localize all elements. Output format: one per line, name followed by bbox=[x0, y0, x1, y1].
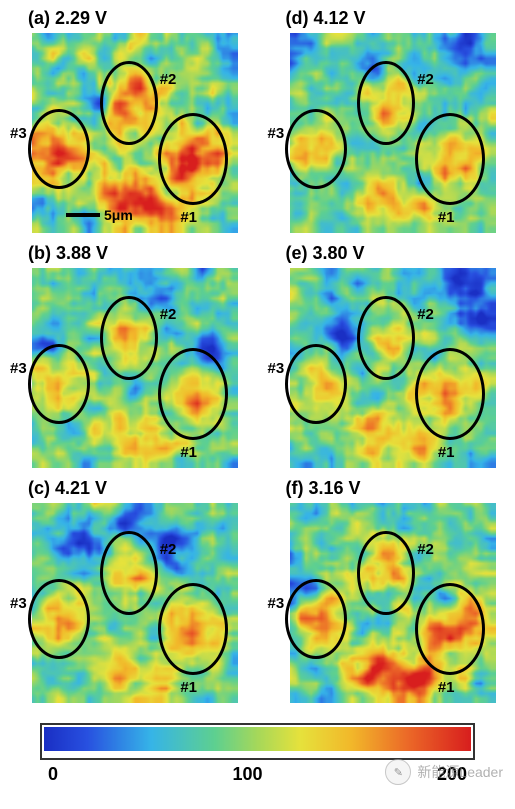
heatmap-wrapper-a: #3 #1#25μm bbox=[10, 33, 238, 233]
roi3-side-label-e: #3 bbox=[268, 360, 285, 377]
roi3-side-label-c: #3 bbox=[10, 595, 27, 612]
heatmap-c: #1#2 bbox=[32, 503, 238, 703]
heatmap-wrapper-d: #3 #1#2 bbox=[268, 33, 496, 233]
heatmap-canvas-e bbox=[290, 268, 496, 468]
roi3-side-label-a: #3 bbox=[10, 125, 27, 142]
panel-title-a: (a) 2.29 V bbox=[10, 8, 248, 29]
watermark: ✎ 新能源Leader bbox=[385, 759, 503, 785]
heatmap-e: #1#2 bbox=[290, 268, 496, 468]
heatmap-d: #1#2 bbox=[290, 33, 496, 233]
heatmap-b: #1#2 bbox=[32, 268, 238, 468]
panel-d: (d) 4.12 V #3 #1#2 bbox=[268, 8, 506, 233]
heatmap-wrapper-b: #3 #1#2 bbox=[10, 268, 238, 468]
panel-f: (f) 3.16 V #3 #1#2 bbox=[268, 478, 506, 703]
roi3-side-label-f: #3 bbox=[268, 595, 285, 612]
colorbar-tick-1: 100 bbox=[232, 764, 262, 785]
heatmap-a: #1#25μm bbox=[32, 33, 238, 233]
watermark-icon: ✎ bbox=[385, 759, 411, 785]
scalebar-text: 5μm bbox=[104, 207, 133, 223]
panel-e: (e) 3.80 V #3 #1#2 bbox=[268, 243, 506, 468]
heatmap-canvas-a bbox=[32, 33, 238, 233]
heatmap-f: #1#2 bbox=[290, 503, 496, 703]
colorbar-tick-0: 0 bbox=[48, 764, 58, 785]
scalebar: 5μm bbox=[66, 207, 133, 223]
heatmap-wrapper-c: #3 #1#2 bbox=[10, 503, 238, 703]
colorbar-frame bbox=[40, 723, 475, 760]
panel-b: (b) 3.88 V #3 #1#2 bbox=[10, 243, 248, 468]
panel-title-f: (f) 3.16 V bbox=[268, 478, 506, 499]
roi3-side-label-b: #3 bbox=[10, 360, 27, 377]
colorbar bbox=[44, 727, 471, 751]
panel-title-c: (c) 4.21 V bbox=[10, 478, 248, 499]
heatmap-canvas-c bbox=[32, 503, 238, 703]
heatmap-wrapper-f: #3 #1#2 bbox=[268, 503, 496, 703]
heatmap-canvas-f bbox=[290, 503, 496, 703]
scalebar-line bbox=[66, 213, 100, 217]
heatmap-canvas-d bbox=[290, 33, 496, 233]
panel-title-d: (d) 4.12 V bbox=[268, 8, 506, 29]
panel-a: (a) 2.29 V #3 #1#25μm bbox=[10, 8, 248, 233]
watermark-text: 新能源Leader bbox=[417, 762, 503, 782]
heatmap-canvas-b bbox=[32, 268, 238, 468]
heatmap-wrapper-e: #3 #1#2 bbox=[268, 268, 496, 468]
panel-title-b: (b) 3.88 V bbox=[10, 243, 248, 264]
panel-c: (c) 4.21 V #3 #1#2 bbox=[10, 478, 248, 703]
panel-title-e: (e) 3.80 V bbox=[268, 243, 506, 264]
panels-grid: (a) 2.29 V#3#1#25μm(d) 4.12 V#3#1#2(b) 3… bbox=[10, 8, 505, 703]
figure-container: (a) 2.29 V#3#1#25μm(d) 4.12 V#3#1#2(b) 3… bbox=[0, 0, 515, 785]
roi3-side-label-d: #3 bbox=[268, 125, 285, 142]
